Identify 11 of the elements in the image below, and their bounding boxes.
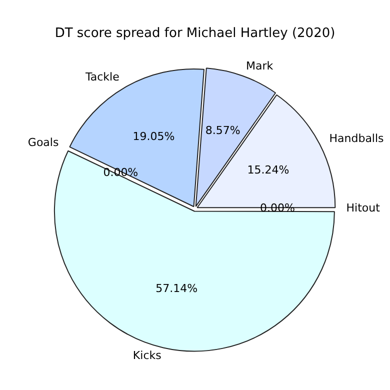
slice-label: Kicks (132, 349, 162, 362)
slice-label: Handballs (329, 132, 384, 145)
slice-label: Mark (246, 59, 274, 72)
slice-label: Tackle (84, 70, 120, 84)
data-label: 15.24% (247, 164, 290, 177)
category-label: Goals (28, 136, 59, 150)
data-label: 19.05% (132, 130, 175, 144)
chart-title: DT score spread for Michael Hartley (2020) (54, 26, 336, 42)
data-label: 57.14% (156, 282, 198, 296)
data-label: 8.57% (205, 124, 240, 137)
category-label: Hitout (346, 202, 380, 215)
